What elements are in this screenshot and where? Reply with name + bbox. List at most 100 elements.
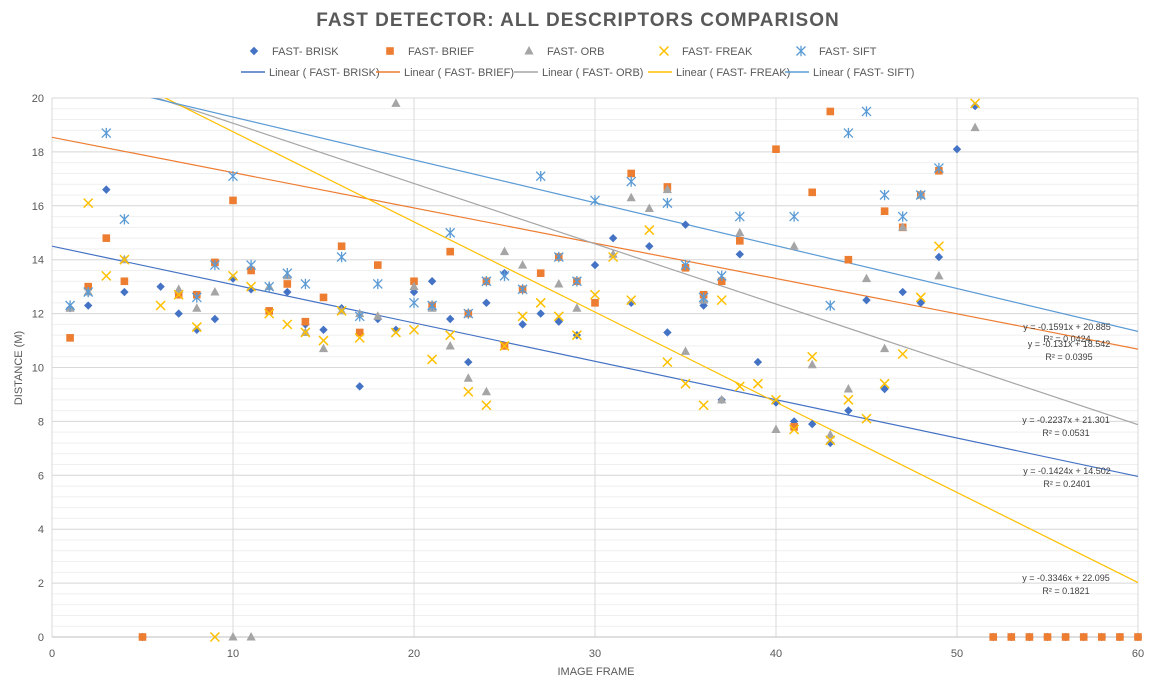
- point-fast-sift: [83, 286, 94, 298]
- point-fast-freak: [589, 289, 601, 300]
- point-fast-brief: [989, 633, 997, 641]
- point-fast-orb: [481, 386, 491, 396]
- point-fast-freak: [119, 254, 130, 265]
- point-fast-brief: [229, 196, 237, 205]
- point-fast-orb: [735, 227, 745, 237]
- point-fast-sift: [119, 214, 130, 225]
- point-fast-brief: [247, 266, 255, 275]
- point-fast-freak: [191, 322, 202, 333]
- point-fast-freak: [861, 413, 872, 424]
- point-fast-freak: [770, 394, 782, 405]
- x-tick-label: 60: [1132, 648, 1144, 660]
- point-fast-brief: [410, 277, 418, 286]
- point-fast-sift: [897, 211, 908, 222]
- point-fast-freak: [608, 251, 619, 263]
- y-tick-label: 4: [38, 524, 44, 536]
- point-fast-brisk: [156, 282, 165, 291]
- point-fast-freak: [101, 270, 112, 281]
- point-fast-freak: [499, 340, 510, 351]
- trendline-equation: y = -0.131x + 18.542: [1028, 339, 1111, 349]
- trendline-linear-fast-freak: [163, 98, 1138, 584]
- point-fast-brisk: [391, 325, 401, 334]
- point-fast-sift: [571, 276, 582, 287]
- x-axis-label: IMAGE FRAME: [557, 666, 634, 678]
- point-fast-sift: [282, 267, 293, 279]
- point-fast-brisk: [590, 260, 600, 270]
- point-fast-sift: [445, 227, 456, 238]
- point-fast-freak: [915, 292, 926, 303]
- point-fast-freak: [517, 311, 528, 322]
- grid: [51, 97, 1139, 638]
- trendlines: [52, 98, 1138, 584]
- y-tick-label: 2: [38, 578, 44, 590]
- axes: 0 2 4 6 8 10 12 14 16 18 20 0 10 20 30 40 50 60: [32, 93, 1144, 660]
- point-fast-freak: [282, 319, 293, 330]
- point-fast-freak: [843, 394, 854, 405]
- point-fast-brief: [736, 237, 744, 245]
- x-tick-label: 40: [770, 648, 782, 660]
- point-fast-brisk: [952, 145, 962, 154]
- point-fast-freak: [264, 308, 275, 319]
- point-fast-sift: [789, 211, 800, 222]
- point-fast-sift: [915, 189, 926, 201]
- trendline-r-squared: R² = 0.0531: [1042, 428, 1089, 438]
- point-fast-brisk: [808, 419, 817, 429]
- point-fast-brisk: [844, 406, 853, 415]
- point-fast-sift: [553, 251, 564, 263]
- point-fast-brisk: [898, 287, 907, 297]
- point-fast-brisk: [427, 277, 437, 286]
- legend-label: FAST- BRISK: [272, 46, 339, 58]
- point-fast-sift: [264, 281, 275, 292]
- point-fast-orb: [626, 192, 636, 202]
- point-fast-brief: [1025, 633, 1034, 641]
- point-fast-freak: [445, 330, 456, 341]
- y-tick-label: 6: [38, 470, 44, 482]
- point-fast-sift: [191, 292, 202, 303]
- point-fast-brief: [772, 145, 780, 154]
- point-fast-sift: [354, 311, 365, 322]
- point-fast-brisk: [192, 325, 201, 334]
- point-fast-brief: [102, 234, 111, 242]
- point-fast-orb: [228, 632, 238, 641]
- point-fast-brisk: [970, 101, 980, 111]
- point-fast-sift: [680, 259, 691, 271]
- point-fast-orb: [391, 98, 401, 107]
- point-fast-sift: [590, 195, 600, 206]
- point-fast-brief: [355, 328, 364, 337]
- point-fast-brisk: [228, 274, 238, 283]
- point-fast-brisk: [753, 357, 763, 367]
- point-fast-freak: [553, 311, 564, 322]
- y-tick-label: 10: [32, 363, 44, 375]
- y-tick-label: 0: [38, 632, 44, 644]
- point-fast-brief: [138, 633, 147, 641]
- point-fast-brief: [446, 247, 454, 256]
- trendline-equation: y = -0.1424x + 14.502: [1023, 466, 1111, 476]
- point-fast-freak: [481, 400, 492, 411]
- trendline-linear-fast-brisk: [52, 245, 1138, 478]
- point-fast-brisk: [464, 357, 473, 367]
- trendline-equation: y = -0.2237x + 21.301: [1022, 415, 1110, 425]
- trendline-equation: y = -0.3346x + 22.095: [1022, 573, 1110, 583]
- trendline-equations: y = -0.1424x + 14.502 R² = 0.2401 y = -0.1…: [1022, 322, 1111, 596]
- point-fast-sift: [933, 162, 944, 174]
- x-tick-label: 0: [49, 648, 55, 660]
- point-fast-brisk: [446, 314, 455, 324]
- point-fast-orb: [644, 203, 654, 212]
- point-fast-brisk: [608, 233, 618, 243]
- point-fast-orb: [499, 246, 510, 256]
- point-fast-orb: [554, 278, 564, 288]
- point-fast-brisk: [862, 295, 871, 305]
- point-fast-orb: [843, 384, 853, 393]
- point-fast-freak: [680, 378, 691, 389]
- point-fast-brisk: [934, 252, 944, 262]
- y-tick-label: 12: [32, 309, 44, 321]
- legend-label: Linear ( FAST- SIFT): [813, 67, 914, 79]
- point-fast-sift: [698, 292, 709, 303]
- point-fast-sift: [879, 189, 890, 201]
- point-fast-brisk: [102, 185, 111, 194]
- point-fast-freak: [227, 270, 239, 281]
- point-fast-freak: [300, 327, 311, 338]
- point-fast-orb: [445, 340, 455, 350]
- point-fast-sift: [228, 170, 238, 182]
